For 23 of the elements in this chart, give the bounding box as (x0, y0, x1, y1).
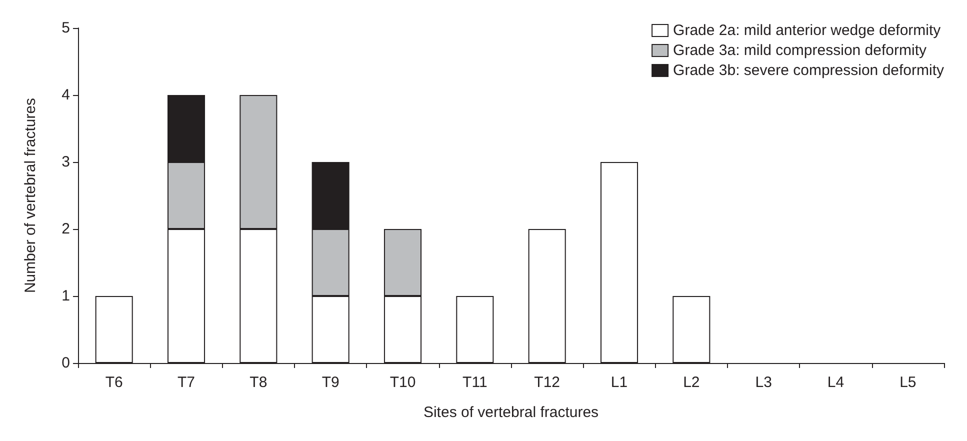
x-tick-label: T6 (105, 374, 123, 391)
legend-label: Grade 3b: severe compression deformity (673, 62, 944, 79)
y-tick-label: 4 (62, 86, 70, 104)
x-tick-label: T8 (250, 374, 268, 391)
y-tick-label: 5 (62, 20, 70, 36)
x-axis-title: Sites of vertebral fractures (423, 404, 599, 421)
x-tick-label: L5 (900, 374, 916, 391)
y-tick-label: 1 (62, 288, 70, 304)
y-tick-label: 0 (62, 354, 70, 372)
x-tick-label: T12 (534, 374, 560, 391)
x-tick-label: T7 (177, 374, 196, 391)
x-tick-label: L4 (827, 374, 844, 391)
legend-label: Grade 3a: mild compression deformity (673, 42, 927, 59)
y-tick-label: 3 (62, 154, 70, 170)
legend-label: Grade 2a: mild anterior wedge deformity (673, 22, 942, 39)
x-tick-label: T11 (462, 374, 488, 391)
x-tick-label: T9 (322, 374, 340, 391)
x-tick-label: T10 (390, 374, 416, 391)
x-tick-label: L3 (755, 374, 772, 391)
y-axis-title: Number of vertebral fractures (22, 98, 39, 294)
y-tick-label: 2 (62, 220, 70, 238)
x-tick-label: L2 (683, 374, 700, 391)
x-tick-label: L1 (610, 374, 628, 391)
